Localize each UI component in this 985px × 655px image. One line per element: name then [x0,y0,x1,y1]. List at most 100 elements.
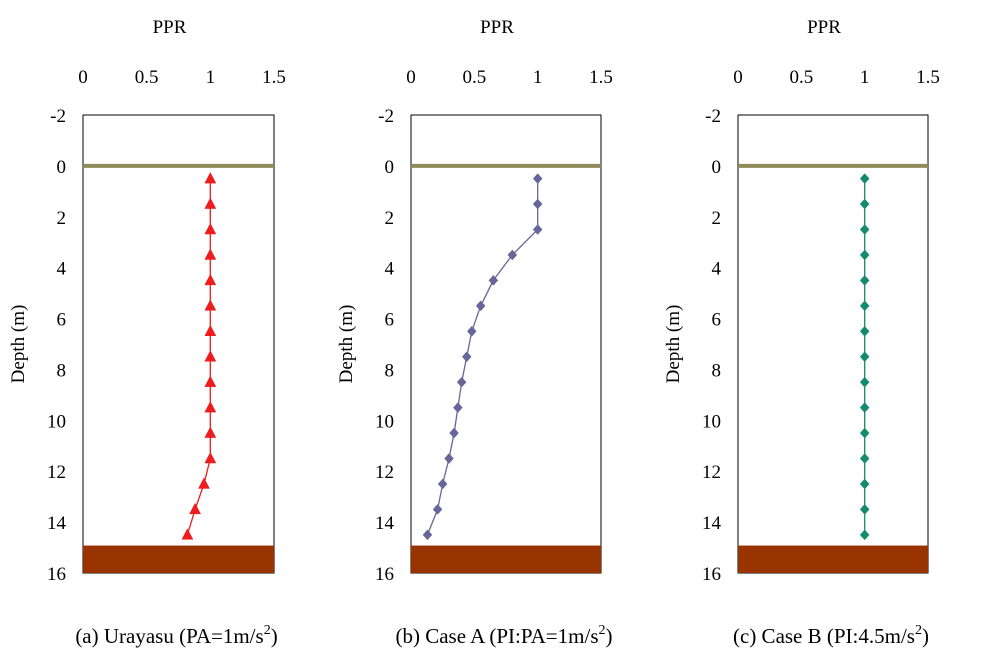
caption-closing: ) [606,624,613,648]
data-point [453,402,463,413]
data-point [198,477,210,489]
data-point [204,350,217,362]
data-point [204,273,217,286]
base-layer [738,545,928,573]
y-tick-label: 4 [57,259,67,280]
y-tick-label: 12 [375,462,394,483]
data-point [859,351,870,363]
y-tick-label: 6 [57,310,67,331]
y-tick-label: 4 [385,259,395,280]
caption-text: (c) Case B (PI:4.5m/s [733,624,915,648]
data-point [204,451,217,464]
y-axis-title: Depth (m) [8,305,29,384]
x-tick-label: 0 [406,67,416,88]
y-tick-label: 0 [57,157,67,178]
data-point [532,198,543,210]
x-tick-label: 1.5 [262,67,286,88]
data-point [204,401,217,413]
y-tick-label: -2 [378,106,394,127]
caption-text: (a) Urayasu (PA=1m/s [75,624,263,648]
y-tick-label: 2 [385,208,395,229]
data-point [437,478,448,490]
y-tick-label: 10 [47,411,66,432]
y-tick-label: 12 [702,462,721,483]
data-point [859,198,870,210]
data-point [859,453,870,464]
x-axis-title: PPR [807,17,841,38]
data-point [466,325,477,337]
x-tick-label: 1.5 [589,67,613,88]
plot-area [410,114,602,574]
data-point [859,376,870,388]
data-point [859,427,870,439]
data-point [204,375,217,387]
data-point [181,528,194,540]
x-tick-label: 1.5 [916,67,940,88]
x-axis-title: PPR [480,17,514,38]
x-tick-label: 0.5 [789,67,813,88]
plot-area [82,114,275,574]
y-tick-label: 16 [375,564,394,585]
y-tick-label: 8 [712,360,722,381]
data-point [859,249,870,261]
x-tick-label: 0 [78,67,88,88]
data-point [444,453,454,464]
y-tick-label: 16 [47,564,66,585]
data-point [859,173,870,184]
y-tick-label: 0 [712,157,722,178]
y-axis-title: Depth (m) [663,305,684,384]
y-tick-label: 8 [385,360,395,381]
data-point [461,351,472,363]
x-tick-label: 0.5 [462,67,486,88]
data-point [859,275,870,286]
data-point [204,222,217,235]
data-point [204,248,217,260]
data-point [859,529,870,541]
panel-caption: (c) Case B (PI:4.5m/s2) [733,623,929,648]
panel-caption: (b) Case A (PI:PA=1m/s2) [395,623,612,648]
caption-superscript: 2 [264,623,271,638]
y-tick-label: 10 [375,411,394,432]
y-tick-label: 4 [712,259,722,280]
y-tick-label: 16 [702,564,721,585]
data-point [449,427,459,439]
data-point [204,172,217,184]
y-tick-label: 14 [702,513,722,534]
y-tick-label: 14 [375,513,395,534]
x-tick-label: 1 [533,67,543,88]
data-point [204,299,217,311]
chart-panel-3: PPR 0 0.5 1 1.5 -2 0 2 4 6 8 10 12 14 16 Depth (m) (c) C… [663,17,940,648]
data-point [859,300,870,312]
y-tick-label: 2 [712,208,722,229]
data-point [859,504,870,515]
data-point [507,249,518,261]
x-tick-label: 0 [733,67,743,88]
data-point [204,324,217,337]
base-layer [411,545,601,573]
x-tick-label: 1 [860,67,870,88]
y-tick-label: 10 [702,411,721,432]
y-tick-label: 12 [47,462,66,483]
data-point [475,300,486,312]
y-tick-label: 2 [57,208,67,229]
data-point [859,325,870,337]
data-point [859,402,870,413]
caption-superscript: 2 [915,623,922,638]
y-tick-label: 8 [57,360,67,381]
caption-closing: ) [271,624,278,648]
y-tick-label: 14 [47,513,67,534]
data-point [432,504,443,515]
y-tick-label: 6 [712,310,722,331]
data-point [189,502,201,515]
data-point [422,529,433,541]
data-point [456,376,467,388]
y-axis-title: Depth (m) [336,305,357,384]
chart-panel-1: PPR 0 0.5 1 1.5 -2 0 2 4 6 8 10 12 14 16 Depth (m) (a) U… [8,17,286,648]
y-tick-label: -2 [705,106,721,127]
base-layer [83,545,274,573]
panel-caption: (a) Urayasu (PA=1m/s2) [75,623,277,648]
data-point [859,224,870,235]
chart-panel-2: PPR 0 0.5 1 1.5 -2 0 2 4 6 8 10 12 14 16 Depth (m) (b) C… [336,17,613,648]
data-point [859,478,870,490]
caption-superscript: 2 [599,623,606,638]
